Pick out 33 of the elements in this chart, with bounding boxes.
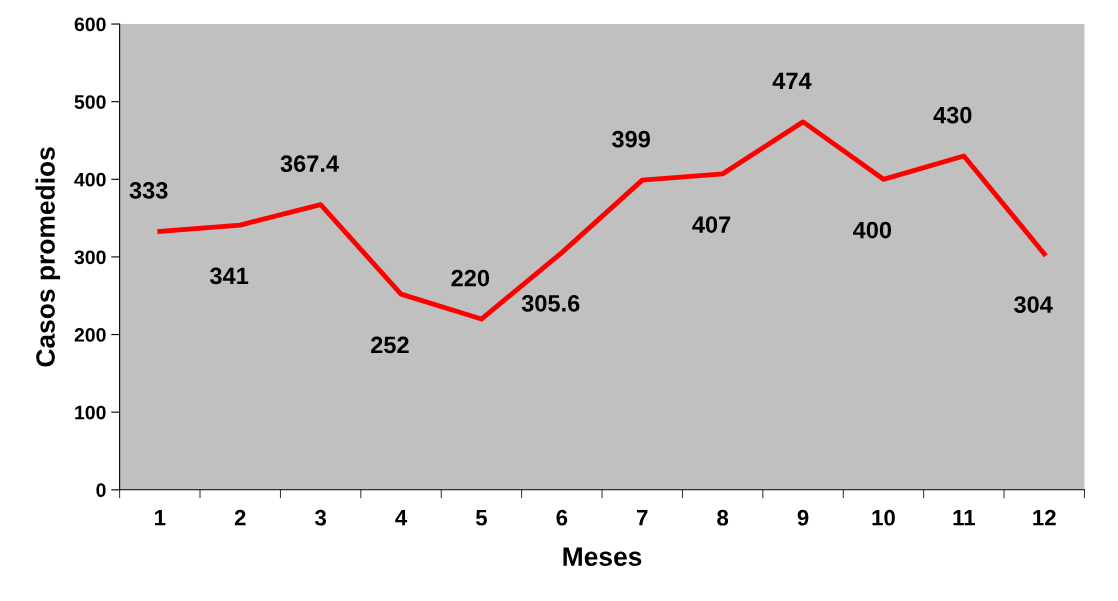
x-tick-label: 5: [475, 510, 487, 526]
data-label: 367.4: [280, 155, 339, 173]
x-tick-label: 8: [717, 509, 729, 526]
y-tick-label: 600: [74, 17, 106, 32]
x-tick-label: 9: [797, 509, 809, 526]
data-label: 341: [209, 267, 249, 285]
y-tick-label: 200: [74, 328, 106, 342]
x-tick-label: 7: [637, 510, 648, 526]
x-tick-label: 4: [395, 510, 408, 526]
x-tick-label: 11: [953, 510, 975, 526]
y-tick-label: 300: [74, 250, 106, 265]
x-axis-title: Meses: [563, 547, 642, 567]
x-tick-label: 3: [314, 509, 327, 526]
x-tick-label: 1: [155, 510, 166, 526]
data-label: 400: [853, 221, 892, 239]
x-tick-label: 6: [556, 509, 568, 526]
data-label: 304: [1013, 296, 1053, 313]
x-tick-label: 10: [872, 509, 895, 526]
data-label: 407: [692, 216, 731, 233]
data-label: 430: [933, 106, 972, 124]
data-label: 474: [772, 72, 812, 90]
data-label: 399: [611, 130, 650, 148]
y-tick-label: 500: [74, 95, 106, 109]
x-tick-label: 2: [234, 509, 246, 526]
y-tick-label: 0: [96, 483, 106, 498]
y-tick-label: 400: [74, 172, 106, 187]
data-label: 220: [451, 269, 490, 287]
x-tick-label: 12: [1033, 509, 1056, 526]
y-tick-label: 100: [75, 405, 106, 420]
data-label: 305.6: [521, 294, 580, 312]
data-label: 252: [371, 336, 409, 354]
y-axis-title: Casos promedios: [35, 147, 61, 367]
data-label: 333: [129, 182, 168, 199]
